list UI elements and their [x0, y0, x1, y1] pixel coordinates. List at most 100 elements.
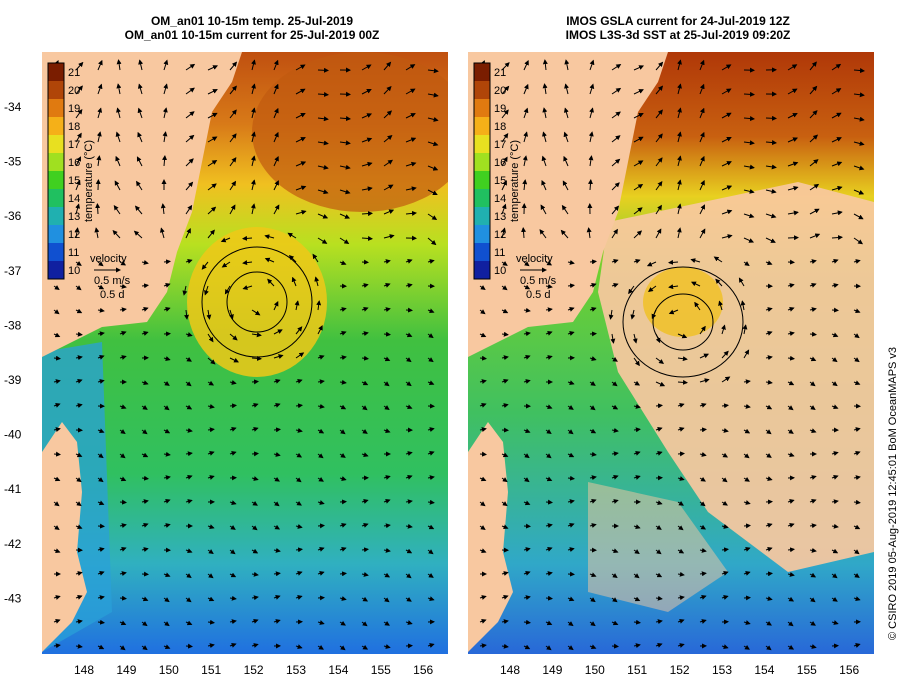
colorbar-tick-label: 15	[68, 175, 80, 187]
longitude-label: 150	[159, 663, 179, 677]
velocity-arrow	[542, 107, 548, 119]
velocity-arrow	[523, 570, 531, 576]
velocity-arrow	[317, 428, 325, 434]
velocity-arrow	[633, 403, 641, 409]
legend-title: velocity	[90, 253, 127, 265]
velocity-arrow	[655, 525, 662, 530]
velocity-arrow	[567, 429, 574, 435]
warm-eddy-patch	[643, 267, 723, 337]
velocity-arrow	[699, 353, 710, 359]
velocity-arrow	[312, 253, 319, 263]
velocity-arrow	[633, 643, 641, 649]
velocity-arrow	[75, 261, 82, 266]
velocity-arrow	[479, 402, 487, 408]
velocity-arrow	[501, 524, 509, 530]
velocity-arrow	[53, 501, 60, 507]
velocity-arrow	[53, 451, 61, 457]
velocity-arrow	[185, 427, 193, 433]
velocity-arrow	[361, 331, 369, 337]
velocity-arrow	[611, 381, 618, 387]
colorbar-tick-label: 19	[494, 103, 506, 115]
velocity-arrow	[743, 500, 751, 505]
right-map-panel: 21 20 19 18 17 16 15 14 13 12 11 10 temperature (°C…	[468, 52, 874, 654]
velocity-arrow	[75, 355, 83, 361]
velocity-arrow	[97, 354, 105, 360]
colorbar-tick-label: 17	[494, 139, 506, 151]
velocity-arrow	[721, 185, 733, 191]
velocity-arrow	[831, 548, 839, 554]
velocity-arrow	[185, 111, 195, 119]
velocity-arrow	[655, 85, 664, 95]
velocity-arrow	[361, 429, 368, 434]
velocity-arrow	[141, 621, 148, 627]
velocity-arrow	[677, 333, 688, 339]
velocity-arrow	[383, 110, 393, 119]
velocity-arrow	[545, 499, 553, 505]
velocity-arrow	[163, 451, 171, 457]
velocity-arrow	[567, 405, 574, 410]
velocity-arrow	[479, 548, 487, 554]
velocity-arrow	[676, 227, 682, 239]
velocity-arrow	[501, 594, 509, 600]
velocity-arrow	[317, 116, 329, 122]
colorbar-bin	[474, 153, 490, 171]
velocity-arrow	[136, 180, 143, 191]
velocity-arrow	[611, 87, 622, 95]
velocity-arrow	[427, 308, 435, 314]
velocity-arrow	[589, 621, 596, 627]
latitude-label: -34	[4, 100, 22, 114]
latitude-label: -42	[4, 537, 22, 551]
velocity-arrow	[361, 596, 369, 602]
velocity-arrow	[589, 498, 597, 504]
velocity-arrow	[383, 61, 392, 71]
velocity-arrow	[405, 186, 417, 192]
velocity-arrow	[53, 476, 61, 482]
velocity-arrow	[229, 333, 238, 341]
velocity-arrow	[317, 379, 325, 385]
velocity-arrow	[251, 548, 259, 554]
velocity-arrow	[251, 332, 262, 338]
velocity-arrow	[765, 213, 777, 219]
velocity-arrow	[119, 499, 127, 505]
velocity-arrow	[677, 548, 685, 554]
velocity-arrow	[383, 307, 391, 313]
colorbar-bin	[474, 189, 490, 207]
velocity-arrow	[787, 283, 795, 288]
colorbar-bin	[48, 117, 64, 135]
velocity-arrow	[295, 524, 303, 529]
velocity-arrow	[831, 137, 842, 143]
velocity-arrow	[162, 155, 168, 167]
velocity-arrow	[541, 179, 547, 191]
velocity-arrow	[633, 524, 641, 530]
velocity-arrow	[229, 451, 237, 456]
velocity-arrow	[853, 499, 861, 505]
colorbar-bin	[48, 261, 64, 279]
velocity-arrow	[479, 476, 487, 482]
velocity-arrow	[427, 357, 434, 363]
velocity-arrow	[589, 597, 596, 603]
velocity-arrow	[75, 132, 82, 143]
velocity-arrow	[207, 89, 218, 95]
velocity-arrow	[383, 184, 394, 191]
velocity-arrow	[185, 620, 193, 626]
velocity-arrow	[383, 547, 391, 553]
velocity-arrow	[765, 596, 773, 601]
velocity-arrow	[229, 500, 237, 505]
velocity-arrow	[831, 161, 843, 167]
right-longitude-labels: 148 149 150 151 152 153 154 155 156	[500, 663, 860, 677]
velocity-arrow	[185, 134, 195, 143]
colorbar-tick-label: 11	[494, 247, 505, 259]
velocity-arrow	[831, 112, 842, 119]
velocity-arrow	[207, 450, 215, 456]
velocity-arrow	[273, 83, 279, 95]
velocity-arrow	[721, 595, 729, 600]
velocity-arrow	[185, 548, 193, 554]
velocity-arrow	[339, 116, 351, 122]
velocity-arrow	[119, 404, 127, 410]
velocity-arrow	[545, 476, 553, 482]
velocity-arrow	[427, 165, 439, 171]
latitude-label: -41	[4, 482, 22, 496]
velocity-arrow	[765, 429, 772, 435]
velocity-arrow	[159, 227, 165, 239]
velocity-arrow	[560, 229, 569, 239]
